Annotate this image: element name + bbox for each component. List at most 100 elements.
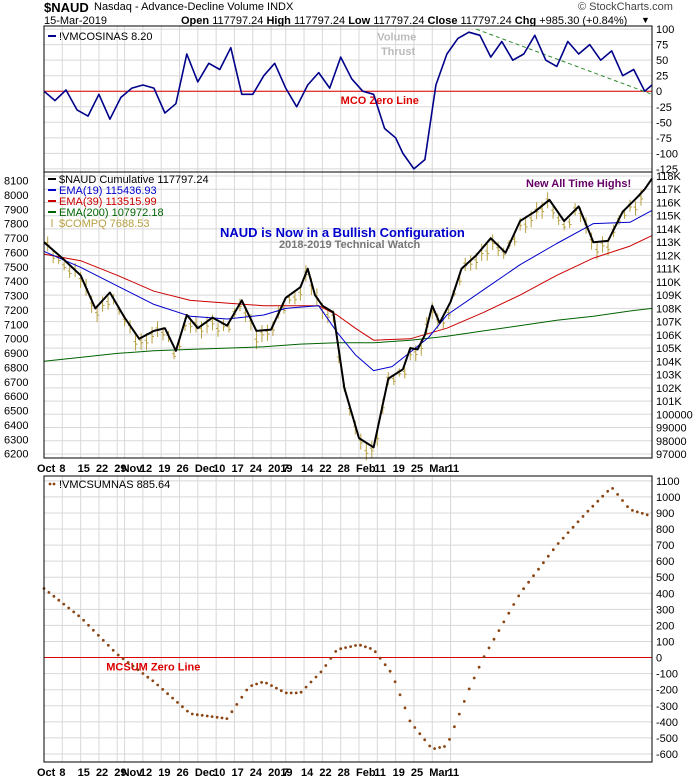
compq-bar [265, 324, 270, 341]
low-label: Low [348, 15, 371, 27]
mcsum-dot [502, 620, 506, 624]
compq-bar [567, 218, 572, 229]
mcsum-dot [606, 489, 610, 493]
mcsum-dot [186, 709, 189, 713]
mcsum-dot [181, 705, 184, 709]
mcsum-dot [457, 712, 461, 716]
naud-ytick-right-18: 100000 [656, 409, 693, 421]
mcsum-dot [195, 713, 199, 717]
symbol-label: $NAUD [44, 0, 89, 15]
mcsum-dot [344, 646, 347, 649]
mco-ytick--50: -50 [656, 117, 672, 129]
mcsum-dot [329, 657, 333, 660]
naud-xtick-Feb: Feb [356, 463, 376, 475]
naud-xtick-25: 25 [411, 463, 423, 475]
mcsum-panel-frame [43, 475, 653, 763]
mcsum-dot [522, 587, 525, 591]
compq-bar [95, 305, 100, 323]
mcsum-dot [260, 681, 263, 684]
mco-ytick--25: -25 [656, 102, 672, 114]
naud-xtick-12: 12 [140, 463, 152, 475]
mcsum-xtick-2019: 2019 [268, 767, 292, 779]
mcsum-xtick-19: 19 [158, 767, 170, 779]
mcsum-dot [279, 689, 283, 693]
mcsum-dot [477, 665, 481, 669]
naud-ytick-right-14: 104K [656, 356, 682, 368]
date-label: 15-Mar-2019 [44, 15, 107, 27]
mco-ytick-0: 0 [656, 86, 662, 98]
mcsum-ytick-500: 500 [656, 572, 674, 584]
mcsum-dot [47, 591, 51, 594]
mco-ytick-75: 75 [656, 40, 668, 52]
mcsum-dot [373, 650, 377, 654]
mcsum-dot [116, 653, 120, 657]
scroll-down-icon[interactable]: ▼ [641, 15, 650, 25]
naud-xtick-22: 22 [319, 463, 331, 475]
mcsum-dot [270, 684, 273, 687]
mcsum-dot [383, 663, 387, 667]
mcsum-dot [561, 536, 565, 540]
compq-bar [292, 292, 297, 305]
naud-legend-label-0: $NAUD Cumulative 117797.24 [59, 174, 209, 186]
mcsum-ytick-0: 0 [656, 653, 662, 665]
mco-ytick--75: -75 [656, 133, 672, 145]
naud-ytick-left-6300: 6300 [4, 434, 28, 446]
mcsum-dot [289, 691, 293, 695]
naud-xtick-10: 10 [213, 463, 225, 475]
mcsum-legend-dot-2 [52, 482, 56, 486]
mcsum-dot [443, 745, 446, 748]
mco-ytick-25: 25 [656, 71, 668, 83]
mcsum-dot [210, 715, 214, 718]
compq-bar [600, 236, 605, 253]
low-value: 117797.24 [373, 15, 425, 27]
mcsum-dot [581, 515, 585, 518]
mcsum-dot [571, 525, 575, 529]
naud-xtick-14: 14 [301, 463, 314, 475]
mcsum-dot [156, 683, 160, 687]
mcsum-xtick-22: 22 [319, 767, 331, 779]
mco-ytick-50: 50 [656, 55, 668, 67]
mcsum-dot [57, 598, 61, 602]
compq-bar [199, 321, 204, 339]
chart-subtitle: 2018-2019 Technical Watch [279, 239, 421, 251]
mcsum-dot [220, 716, 224, 720]
mcsum-dot [487, 646, 491, 650]
naud-xtick-19: 19 [393, 463, 405, 475]
mcsum-ytick--600: -600 [656, 749, 678, 761]
mcsum-xtick-8: 8 [59, 767, 65, 779]
mcsum-dot [284, 691, 288, 695]
chart-title: NAUD is Now in a Bullish Configuration [220, 225, 465, 240]
mcsum-dot [616, 493, 619, 496]
compq-bar [633, 201, 638, 216]
watermark: © StockCharts.com [578, 1, 673, 13]
volume-thrust-label-1: Volume [377, 31, 416, 43]
mcsum-zero-line-label: MCSUM Zero Line [106, 662, 200, 674]
mcsum-ytick-1000: 1000 [656, 492, 680, 504]
compq-bar [62, 261, 67, 271]
mcsum-dot [368, 647, 372, 650]
mcsum-ytick-400: 400 [656, 588, 674, 600]
mcsum-dot [171, 696, 175, 700]
naud-xtick-24: 24 [250, 463, 263, 475]
mcsum-dot [546, 554, 550, 558]
mcsum-dot [551, 548, 555, 552]
mcsum-dot [146, 675, 150, 679]
trend-line [476, 28, 653, 95]
mcsum-dot [586, 509, 590, 513]
naud-ytick-left-7900: 7900 [4, 204, 28, 216]
mcsum-ytick-100: 100 [656, 636, 674, 648]
mcsum-dot [72, 610, 76, 614]
naud-xtick-Oct: Oct [37, 463, 56, 475]
naud-ytick-left-7600: 7600 [4, 247, 28, 259]
naud-xtick-15: 15 [78, 463, 90, 475]
naud-legend-label-compq: $COMPQ 7688.53 [59, 218, 150, 230]
mcsum-dot [611, 487, 614, 490]
naud-ytick-left-7700: 7700 [4, 233, 28, 245]
mcsum-dot [225, 717, 229, 720]
naud-panel-frame [43, 171, 653, 459]
naud-ytick-right-5: 113K [656, 237, 682, 249]
mcsum-dot [472, 676, 476, 680]
mcsum-xtick-Oct: Oct [37, 767, 56, 779]
mcsum-dot [250, 684, 254, 687]
